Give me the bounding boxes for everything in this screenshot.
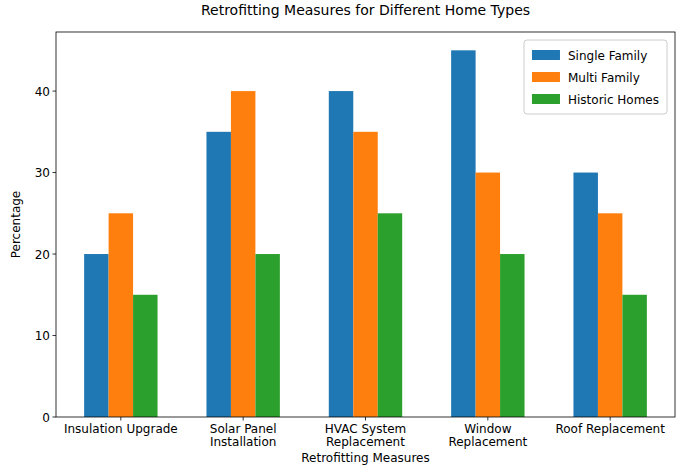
y-tick xyxy=(53,172,57,173)
legend-label: Single Family xyxy=(568,49,647,63)
x-tick xyxy=(365,417,366,421)
bar xyxy=(451,50,475,417)
bar xyxy=(353,132,377,417)
legend-swatch xyxy=(532,50,560,60)
bar xyxy=(255,254,279,417)
x-tick-label-line: Window xyxy=(464,422,512,436)
bar xyxy=(500,254,524,417)
title: Retrofitting Measures for Different Home… xyxy=(201,2,530,18)
legend-swatch xyxy=(532,72,560,82)
legend: Single Family Multi Family Historic Homes xyxy=(524,40,667,114)
legend-swatch xyxy=(532,94,560,104)
bar xyxy=(84,254,108,417)
legend-box xyxy=(524,40,667,114)
y-tick xyxy=(53,335,57,336)
x-tick xyxy=(243,417,244,421)
x-axis-label: Retrofitting Measures xyxy=(301,451,430,465)
bar xyxy=(622,295,646,417)
y-tick-label: 40 xyxy=(35,85,50,99)
y-tick xyxy=(53,91,57,92)
x-tick-label: WindowReplacement xyxy=(448,422,527,449)
bar xyxy=(476,173,500,417)
y-tick xyxy=(53,417,57,418)
bar xyxy=(109,213,133,417)
bar xyxy=(133,295,157,417)
bar xyxy=(329,91,353,417)
x-tick-label-line: HVAC System xyxy=(325,422,406,436)
bar xyxy=(206,132,230,417)
bar xyxy=(378,213,402,417)
x-tick-label: Solar PanelInstallation xyxy=(210,422,277,449)
y-tick-label: 20 xyxy=(35,248,50,262)
y-axis-label: Percentage xyxy=(9,191,23,259)
bar xyxy=(573,173,597,417)
bar xyxy=(231,91,255,417)
x-tick-label-line: Installation xyxy=(210,435,276,449)
bar xyxy=(598,213,622,417)
y-tick-label: 30 xyxy=(35,166,50,180)
x-tick-label: Roof Replacement xyxy=(555,422,665,436)
y-tick xyxy=(53,254,57,255)
x-tick-label-line: Solar Panel xyxy=(210,422,277,436)
x-tick-label: HVAC SystemReplacement xyxy=(325,422,406,449)
y-tick-label: 0 xyxy=(42,411,50,425)
x-tick-label-line: Replacement xyxy=(326,435,405,449)
y-tick-label: 10 xyxy=(35,329,50,343)
legend-label: Multi Family xyxy=(568,71,640,85)
chart: Retrofitting Measures for Different Home… xyxy=(0,0,686,470)
frame xyxy=(56,32,675,417)
legend-label: Historic Homes xyxy=(568,93,659,107)
x-tick-label: Insulation Upgrade xyxy=(64,422,178,436)
x-tick xyxy=(120,417,121,421)
x-tick xyxy=(487,417,488,421)
x-tick-label-line: Replacement xyxy=(448,435,527,449)
x-tick xyxy=(610,417,611,421)
